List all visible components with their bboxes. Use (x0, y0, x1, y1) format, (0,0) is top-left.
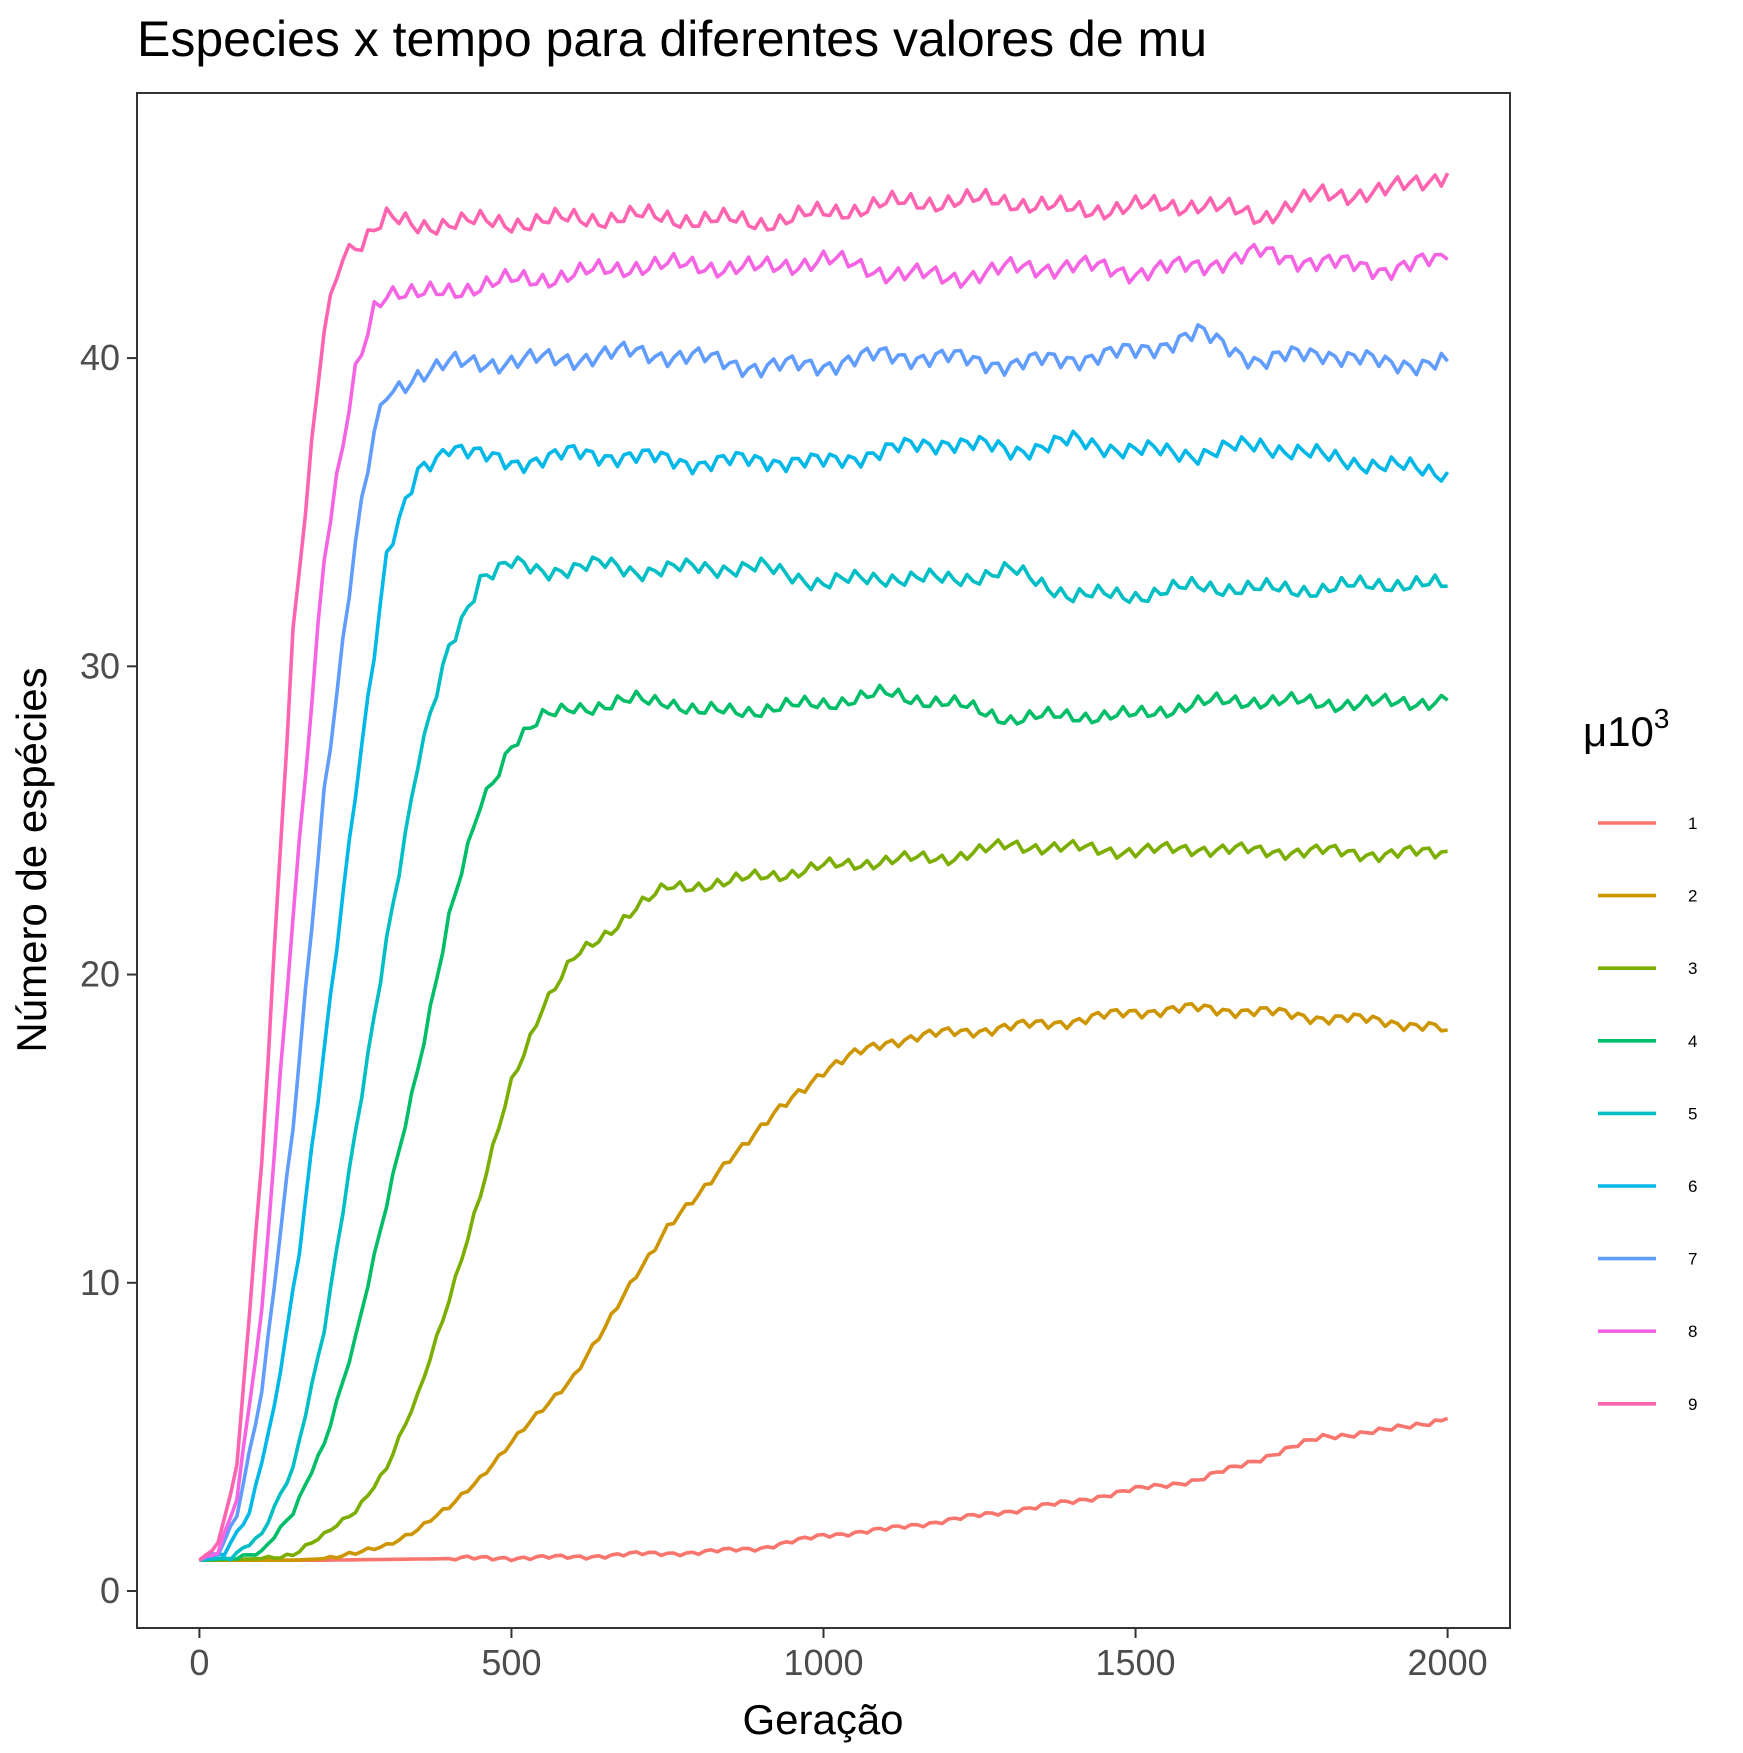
series-layer (198, 172, 1450, 1563)
legend-label-5: 5 (1688, 1104, 1697, 1123)
y-axis: 0 10 20 30 40 (80, 337, 137, 1611)
legend-label-2: 2 (1688, 887, 1697, 906)
legend-label-6: 6 (1688, 1177, 1697, 1196)
series-line-8 (198, 242, 1449, 1562)
legend-title-sup: 3 (1654, 703, 1670, 734)
legend-label-9: 9 (1688, 1395, 1697, 1414)
x-axis: 0 500 1000 1500 2000 (189, 1628, 1488, 1683)
legend-label-4: 4 (1688, 1032, 1697, 1051)
x-axis-title: Geração (742, 1696, 903, 1743)
series-line-4 (199, 683, 1449, 1562)
y-tick-label: 10 (80, 1262, 120, 1303)
legend-items: 1 2 3 4 5 6 7 8 9 (1598, 814, 1697, 1414)
legend-label-1: 1 (1688, 814, 1697, 833)
plot-panel (136, 92, 1511, 1629)
series-line-9 (198, 172, 1450, 1562)
series-line-5 (199, 555, 1448, 1562)
y-tick-label: 30 (80, 645, 120, 686)
x-tick-label: 1000 (783, 1642, 863, 1683)
legend-label-7: 7 (1688, 1250, 1697, 1269)
y-tick-label: 40 (80, 337, 120, 378)
x-tick-label: 0 (189, 1642, 209, 1683)
chart-title: Especies x tempo para diferentes valores… (137, 11, 1207, 67)
series-line-6 (198, 429, 1450, 1562)
legend-title: μ103 (1583, 703, 1670, 755)
x-tick-label: 2000 (1408, 1642, 1488, 1683)
series-line-3 (199, 838, 1448, 1562)
y-axis-title: Número de espécies (8, 667, 55, 1052)
x-tick-label: 1500 (1095, 1642, 1175, 1683)
series-line-1 (199, 1416, 1449, 1563)
y-tick-label: 0 (100, 1570, 120, 1611)
y-tick-label: 20 (80, 954, 120, 995)
legend-label-3: 3 (1688, 959, 1697, 978)
x-tick-label: 500 (481, 1642, 541, 1683)
legend-title-main: μ10 (1583, 708, 1654, 755)
series-line-2 (199, 1002, 1448, 1562)
legend-label-8: 8 (1688, 1322, 1697, 1341)
series-line-7 (198, 323, 1449, 1562)
